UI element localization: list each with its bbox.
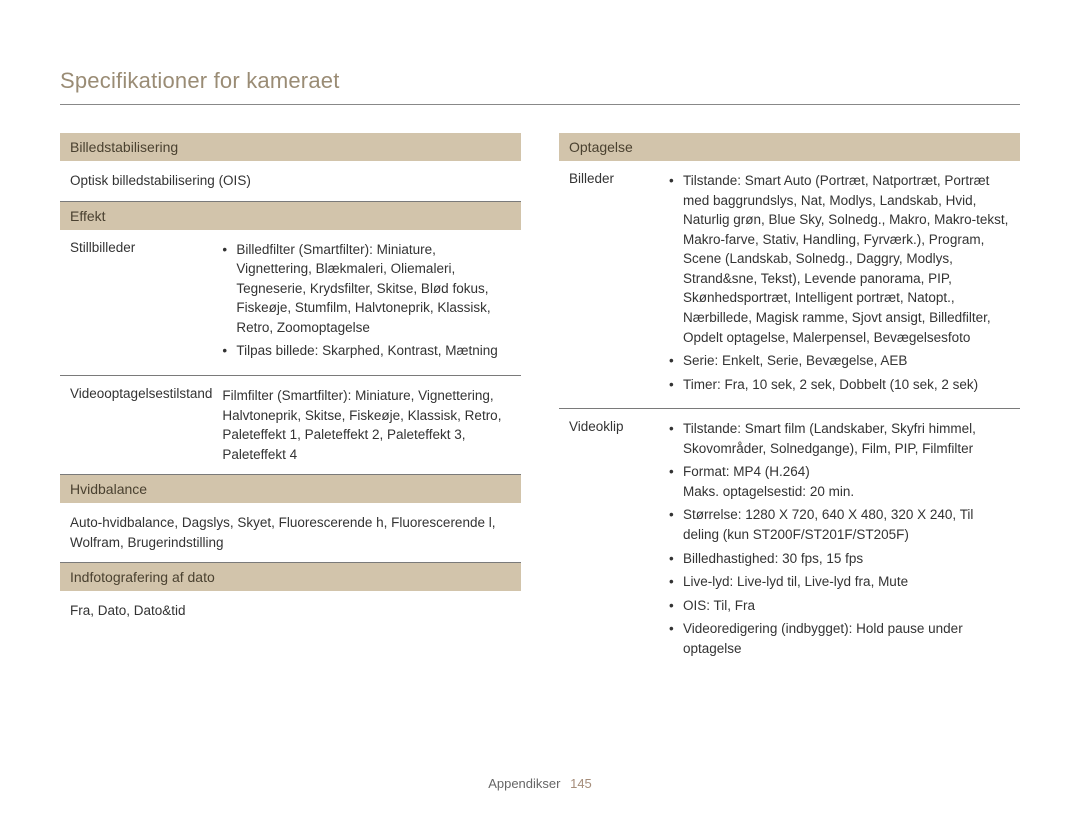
bullet: Serie: Enkelt, Serie, Bevægelse, AEB xyxy=(669,351,1012,371)
bullet: Tilstande: Smart Auto (Portræt, Natportr… xyxy=(669,171,1012,347)
row-indfoto: Fra, Dato, Dato&tid xyxy=(60,591,521,631)
right-column: Optagelse Billeder Tilstande: Smart Auto… xyxy=(559,133,1020,672)
row-ois: Optisk billedstabilisering (OIS) xyxy=(60,161,521,201)
label-stillbilleder: Stillbilleder xyxy=(60,230,222,376)
bullet: Tilpas billede: Skarphed, Kontrast, Mætn… xyxy=(222,341,513,361)
label-videooptagelse: Videooptagelsestilstand xyxy=(60,375,222,474)
value-videooptagelse: Filmfilter (Smartfilter): Miniature, Vig… xyxy=(222,375,521,474)
label-videoklip: Videoklip xyxy=(559,409,669,673)
row-hvidbalance: Auto-hvidbalance, Dagslys, Skyet, Fluore… xyxy=(60,503,521,563)
columns: Billedstabilisering Optisk billedstabili… xyxy=(60,133,1020,672)
value-stillbilleder: Billedfilter (Smartfilter): Miniature, V… xyxy=(222,230,521,376)
left-column: Billedstabilisering Optisk billedstabili… xyxy=(60,133,521,672)
bullet: Videoredigering (indbygget): Hold pause … xyxy=(669,619,1012,658)
bullet: OIS: Til, Fra xyxy=(669,596,1012,616)
section-head-effekt: Effekt xyxy=(60,201,521,230)
bullet: Billedhastighed: 30 fps, 15 fps xyxy=(669,549,1012,569)
section-head-billedstabilisering: Billedstabilisering xyxy=(60,133,521,161)
bullet: Tilstande: Smart film (Landskaber, Skyfr… xyxy=(669,419,1012,458)
bullet: Live-lyd: Live-lyd til, Live-lyd fra, Mu… xyxy=(669,572,1012,592)
page-title: Specifikationer for kameraet xyxy=(60,68,1020,105)
footer: Appendikser 145 xyxy=(0,776,1080,791)
bullet: Billedfilter (Smartfilter): Miniature, V… xyxy=(222,240,513,338)
footer-page-number: 145 xyxy=(570,776,592,791)
section-head-optagelse: Optagelse xyxy=(559,133,1020,161)
page: Specifikationer for kameraet Billedstabi… xyxy=(0,0,1080,815)
left-table: Billedstabilisering Optisk billedstabili… xyxy=(60,133,521,631)
bullet-text: Format: MP4 (H.264) xyxy=(683,464,810,479)
bullet: Format: MP4 (H.264) Maks. optagelsestid:… xyxy=(669,462,1012,501)
footer-label: Appendikser xyxy=(488,776,560,791)
bullet: Størrelse: 1280 X 720, 640 X 480, 320 X … xyxy=(669,505,1012,544)
right-table: Optagelse Billeder Tilstande: Smart Auto… xyxy=(559,133,1020,672)
value-videoklip: Tilstande: Smart film (Landskaber, Skyfr… xyxy=(669,409,1020,673)
bullet: Timer: Fra, 10 sek, 2 sek, Dobbelt (10 s… xyxy=(669,375,1012,395)
label-billeder: Billeder xyxy=(559,161,669,409)
section-head-hvidbalance: Hvidbalance xyxy=(60,475,521,504)
sub-text: Maks. optagelsestid: 20 min. xyxy=(683,482,1012,502)
value-billeder: Tilstande: Smart Auto (Portræt, Natportr… xyxy=(669,161,1020,409)
section-head-indfoto: Indfotografering af dato xyxy=(60,563,521,592)
